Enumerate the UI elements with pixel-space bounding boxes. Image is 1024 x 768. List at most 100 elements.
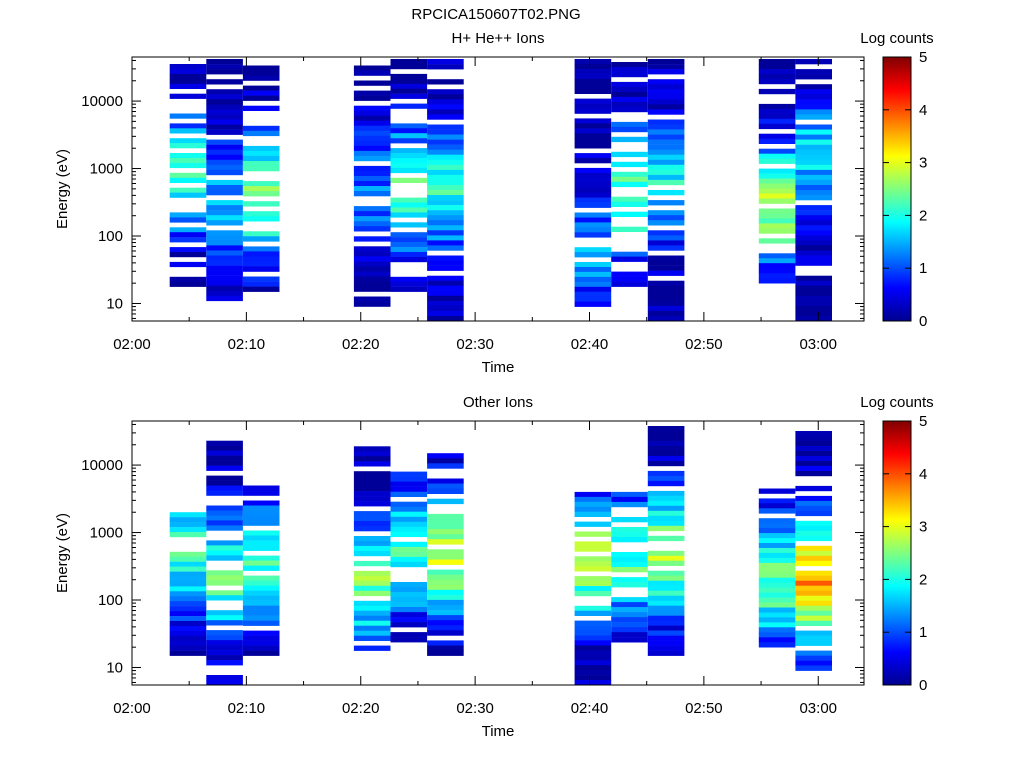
spectrogram-cell bbox=[206, 520, 243, 526]
spectrogram-cell bbox=[758, 518, 796, 524]
spectrogram-cell bbox=[647, 510, 685, 517]
spectrogram-cell bbox=[206, 265, 243, 271]
spectrogram-cell bbox=[758, 64, 796, 70]
spectrogram-column bbox=[574, 491, 612, 686]
spectrogram-cell bbox=[353, 630, 391, 636]
spectrogram-cell bbox=[795, 305, 832, 312]
spectrogram-cell bbox=[390, 592, 428, 598]
spectrogram-cell bbox=[795, 230, 832, 236]
spectrogram-cell bbox=[758, 208, 796, 214]
spectrogram-cell bbox=[353, 570, 391, 577]
spectrogram-cell bbox=[206, 169, 243, 176]
spectrogram-cell bbox=[169, 606, 207, 612]
spectrogram-cell bbox=[795, 195, 832, 201]
spectrogram-cell bbox=[390, 257, 428, 263]
spectrogram-cell bbox=[795, 655, 832, 661]
spectrogram-column bbox=[611, 491, 648, 643]
panel-2: 02:00 02:10 02:20 02:30 02:40 02:50 03:0010100… bbox=[54, 394, 934, 740]
spectrogram-cell bbox=[206, 445, 243, 451]
spectrogram-cell bbox=[169, 93, 207, 99]
spectrogram-cell bbox=[242, 155, 280, 162]
spectrogram-cell bbox=[427, 230, 464, 236]
spectrogram-cell bbox=[427, 463, 464, 469]
spectrogram-cell bbox=[795, 575, 832, 581]
spectrogram-cell bbox=[758, 617, 796, 623]
y-axis-label: Energy (eV) bbox=[54, 513, 71, 593]
spectrogram-cell bbox=[574, 630, 612, 636]
spectrogram-cell bbox=[795, 185, 832, 191]
y-tick-label: 100 bbox=[98, 228, 123, 245]
spectrogram-cell bbox=[795, 585, 832, 591]
spectrogram-cell bbox=[611, 537, 648, 543]
spectrogram-cell bbox=[795, 446, 832, 452]
spectrogram-cell bbox=[758, 138, 796, 144]
spectrogram-cell bbox=[647, 94, 685, 100]
spectrogram-cell bbox=[574, 153, 612, 159]
spectrogram-cell bbox=[353, 216, 391, 222]
spectrogram-cell bbox=[574, 128, 612, 134]
spectrogram-cell bbox=[390, 177, 428, 183]
spectrogram-cell bbox=[206, 190, 243, 196]
spectrogram-cell bbox=[390, 232, 428, 238]
spectrogram-cell bbox=[758, 78, 796, 85]
spectrogram-cell bbox=[427, 164, 464, 171]
spectrogram-cell bbox=[758, 108, 796, 115]
spectrogram-cell bbox=[169, 551, 207, 557]
spectrogram-cell bbox=[206, 220, 243, 226]
spectrogram-cell bbox=[758, 637, 796, 643]
spectrogram-cell bbox=[242, 105, 280, 111]
spectrogram-cell bbox=[390, 607, 428, 613]
spectrogram-cell bbox=[427, 529, 464, 535]
spectrogram-cell bbox=[242, 650, 280, 656]
spectrogram-cell bbox=[353, 165, 391, 172]
spectrogram-cell bbox=[353, 536, 391, 542]
spectrogram-cell bbox=[390, 286, 428, 292]
spectrogram-cell bbox=[611, 491, 648, 498]
spectrogram-cell bbox=[574, 281, 612, 288]
spectrogram-cell bbox=[647, 575, 685, 581]
spectrogram-cell bbox=[169, 611, 207, 617]
spectrogram-cell bbox=[795, 550, 832, 557]
spectrogram-cell bbox=[353, 155, 391, 162]
y-tick-label: 10 bbox=[106, 295, 123, 312]
spectrogram-cell bbox=[647, 500, 685, 507]
spectrogram-cell bbox=[795, 260, 832, 266]
spectrogram-cell bbox=[647, 200, 685, 206]
spectrogram-cell bbox=[758, 113, 796, 120]
x-tick-label: 02:10 bbox=[228, 700, 266, 717]
spectrogram-cell bbox=[611, 501, 648, 508]
y-tick-label: 100 bbox=[98, 592, 123, 609]
spectrogram-cell bbox=[390, 506, 428, 512]
spectrogram-cell bbox=[427, 605, 464, 611]
spectrogram-cell bbox=[758, 133, 796, 139]
spectrogram-cell bbox=[647, 480, 685, 487]
spectrogram-cell bbox=[427, 625, 464, 631]
spectrogram-cell bbox=[795, 220, 832, 226]
spectrogram-cell bbox=[795, 174, 832, 181]
spectrogram-cell bbox=[390, 551, 428, 558]
spectrogram-column bbox=[206, 59, 243, 302]
spectrogram-cell bbox=[795, 290, 832, 297]
spectrogram-cell bbox=[242, 191, 280, 197]
y-tick-label: 10000 bbox=[81, 93, 123, 110]
x-tick-label: 02:00 bbox=[113, 700, 151, 717]
spectrogram-cell bbox=[758, 632, 796, 638]
spectrogram-cell bbox=[647, 295, 685, 302]
spectrogram-cell bbox=[611, 602, 648, 608]
spectrogram-cell bbox=[206, 285, 243, 291]
spectrogram-cell bbox=[390, 481, 428, 487]
spectrogram-cell bbox=[574, 271, 612, 278]
spectrogram-cell bbox=[647, 620, 685, 626]
spectrogram-cell bbox=[206, 255, 243, 261]
spectrogram-column bbox=[427, 59, 464, 322]
spectrogram-cell bbox=[242, 585, 280, 591]
spectrogram-cell bbox=[574, 222, 612, 228]
spectrogram-cell bbox=[611, 71, 648, 78]
spectrogram-cell bbox=[206, 245, 243, 251]
spectrogram-cell bbox=[427, 488, 464, 494]
spectrogram-cell bbox=[353, 120, 391, 126]
spectrogram-cell bbox=[206, 570, 243, 576]
spectrogram-cell bbox=[169, 247, 207, 253]
spectrogram-cell bbox=[758, 158, 796, 164]
spectrogram-cell bbox=[795, 109, 832, 115]
